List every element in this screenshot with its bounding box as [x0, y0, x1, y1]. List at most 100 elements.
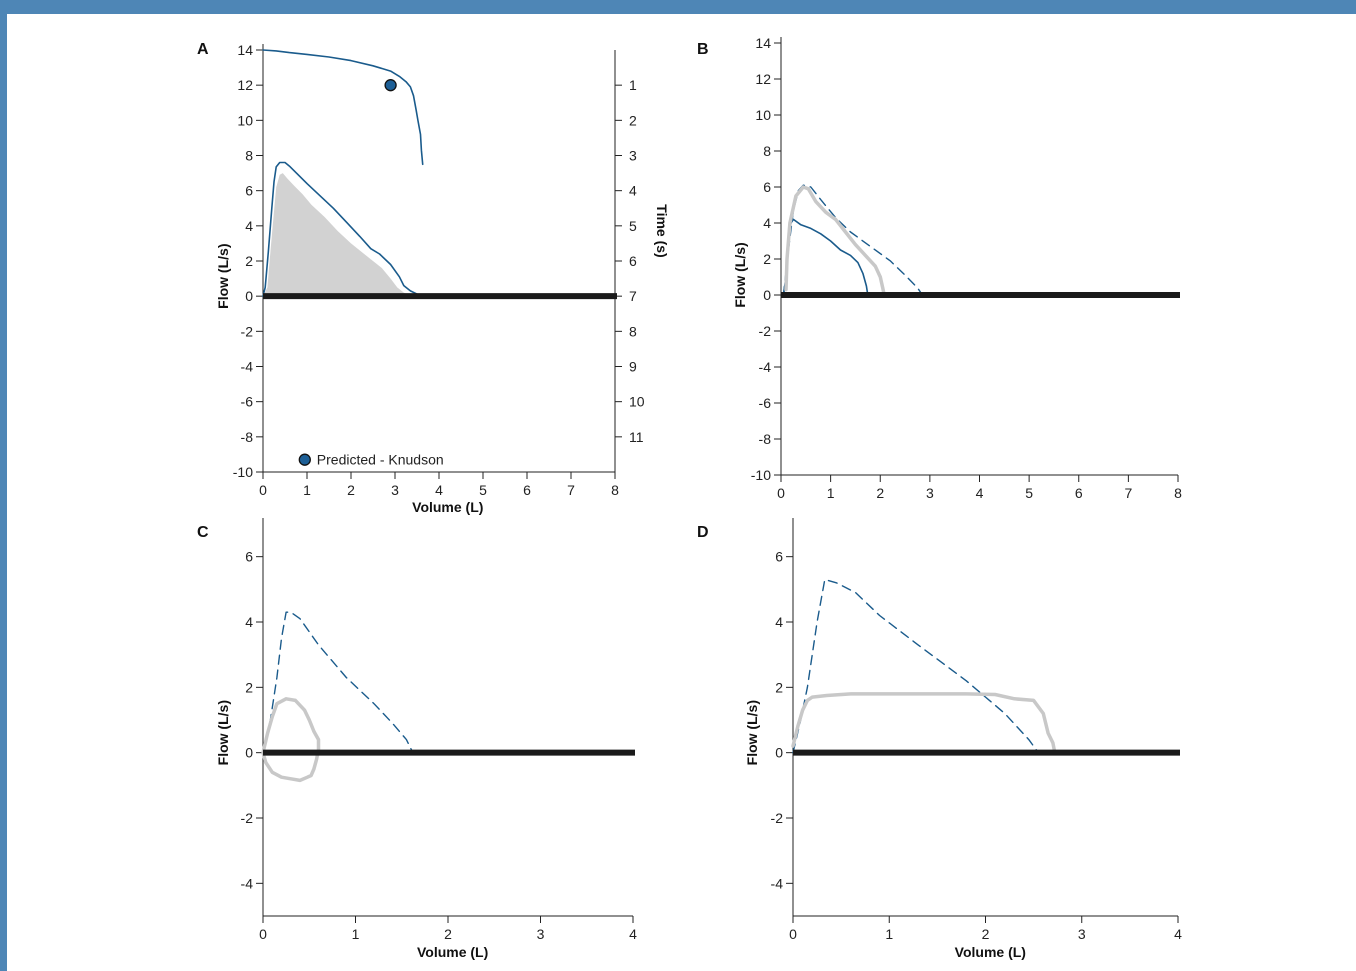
- panel-letter: B: [697, 41, 709, 58]
- x-tick-label: 2: [876, 485, 884, 501]
- y-tick-label: 6: [245, 183, 253, 199]
- x-tick-label: 3: [926, 485, 934, 501]
- y-tick-label: 2: [775, 679, 783, 695]
- series-thin-solid-line: [782, 218, 869, 296]
- y-tick-label: 0: [245, 745, 253, 761]
- x-tick-label: 2: [444, 926, 452, 942]
- time-tick-label: 5: [629, 218, 637, 234]
- y-tick-label: 10: [237, 112, 253, 128]
- x-tick-label: 1: [352, 926, 360, 942]
- time-tick-label: 10: [629, 394, 645, 410]
- time-tick-label: 4: [629, 183, 637, 199]
- x-tick-label: 0: [789, 926, 797, 942]
- time-tick-label: 9: [629, 359, 637, 375]
- x-tick-label: 3: [1078, 926, 1086, 942]
- series-dashed-line: [262, 611, 414, 754]
- x-tick-label: 3: [391, 482, 399, 498]
- y-tick-label: 8: [763, 143, 771, 159]
- x-tick-label: 7: [567, 482, 575, 498]
- x-tick-label: 4: [976, 485, 984, 501]
- y-tick-label: 0: [775, 745, 783, 761]
- y-tick-label: -6: [241, 394, 254, 410]
- y-tick-label: 2: [245, 253, 253, 269]
- y-tick-label: -8: [759, 431, 772, 447]
- x-axis-title: Volume (L): [417, 944, 488, 960]
- time-tick-label: 8: [629, 323, 637, 339]
- y-tick-label: -4: [241, 359, 254, 375]
- series-thick-gray-line: [784, 185, 886, 297]
- y-tick-label: 4: [245, 218, 253, 234]
- y-axis-title: Flow (L/s): [732, 242, 748, 307]
- series-dashed-line: [782, 184, 924, 296]
- x-axis-title: Volume (L): [955, 944, 1026, 960]
- x-tick-label: 4: [629, 926, 637, 942]
- x-tick-label: 4: [435, 482, 443, 498]
- y-axis-title: Flow (L/s): [215, 244, 231, 309]
- y-tick-label: 4: [245, 614, 253, 630]
- x-tick-label: 8: [611, 482, 619, 498]
- time-tick-label: 6: [629, 253, 637, 269]
- time-tick-label: 3: [629, 148, 637, 164]
- y-tick-label: 6: [245, 549, 253, 565]
- y-tick-label: -2: [241, 323, 254, 339]
- y-tick-label: -2: [759, 323, 772, 339]
- y-tick-label: -10: [233, 464, 253, 480]
- x-tick-label: 1: [303, 482, 311, 498]
- x-tick-label: 2: [982, 926, 990, 942]
- y-tick-label: 6: [763, 179, 771, 195]
- x-tick-label: 0: [777, 485, 785, 501]
- legend-label: Predicted - Knudson: [317, 452, 444, 468]
- x-tick-label: 6: [1075, 485, 1083, 501]
- series-dashed-line: [792, 578, 1040, 754]
- x-tick-label: 1: [885, 926, 893, 942]
- x-tick-label: 4: [1174, 926, 1182, 942]
- x-tick-label: 6: [523, 482, 531, 498]
- time-tick-label: 7: [629, 288, 637, 304]
- series-thin-solid-line: [262, 161, 423, 298]
- time-tick-label: 2: [629, 112, 637, 128]
- y-tick-label: 2: [763, 251, 771, 267]
- series-thick-gray-line: [261, 697, 321, 783]
- panel-d: D -4 -2 0 2 4 6 0 1 2 3 4 Flow (L/s) Volume (L): [697, 518, 1182, 960]
- y-tick-label: 4: [775, 614, 783, 630]
- time-tick-label: 11: [629, 429, 644, 445]
- time-tick-label: 1: [629, 77, 637, 93]
- y-tick-label: 12: [755, 71, 771, 87]
- measured-area-fill: [263, 173, 413, 297]
- x-tick-label: 2: [347, 482, 355, 498]
- y-tick-label: -4: [241, 875, 254, 891]
- y-tick-label: 2: [245, 679, 253, 695]
- series-thick-gray-line: [791, 692, 1057, 755]
- y-tick-label: 4: [763, 215, 771, 231]
- y-axis-title: Flow (L/s): [744, 700, 760, 765]
- y-tick-label: -2: [771, 810, 784, 826]
- y-tick-label: -4: [759, 359, 772, 375]
- x-axis-title: Volume (L): [412, 499, 483, 515]
- y-tick-label: 12: [237, 77, 253, 93]
- x-tick-label: 8: [1174, 485, 1182, 501]
- panel-letter: A: [197, 41, 209, 58]
- y-tick-label: 8: [245, 148, 253, 164]
- y-tick-label: 0: [245, 288, 253, 304]
- time-axis-title: Time (s): [654, 204, 670, 257]
- y-axis-title: Flow (L/s): [215, 700, 231, 765]
- y-tick-label: -10: [751, 467, 771, 483]
- legend-marker: [298, 453, 311, 466]
- x-tick-label: 5: [1025, 485, 1033, 501]
- y-tick-label: 6: [775, 549, 783, 565]
- y-tick-label: 14: [755, 35, 771, 51]
- x-tick-label: 3: [537, 926, 545, 942]
- panel-letter: D: [697, 524, 709, 541]
- y-tick-label: 14: [237, 42, 253, 58]
- y-tick-label: -6: [759, 395, 772, 411]
- y-tick-label: 0: [763, 287, 771, 303]
- x-tick-label: 5: [479, 482, 487, 498]
- panel-c: C -4 -2 0 2 4 6 0 1 2 3 4 Flow (L/s) Volume (L): [197, 518, 637, 960]
- y-tick-label: -8: [241, 429, 254, 445]
- x-tick-label: 1: [827, 485, 835, 501]
- x-tick-label: 0: [259, 926, 267, 942]
